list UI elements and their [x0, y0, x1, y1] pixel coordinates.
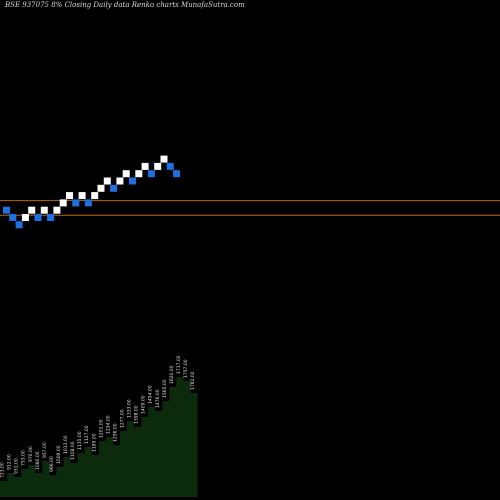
renko-brick-25: [160, 155, 168, 163]
renko-brick-6: [40, 206, 48, 214]
volume-label-20: 1409.00: [141, 395, 147, 414]
volume-label-4: 970.00: [28, 446, 34, 462]
volume-label-21: 1454.00: [148, 385, 154, 404]
renko-brick-17: [110, 184, 118, 192]
renko-brick-10: [66, 192, 73, 200]
volume-label-1: 912.00: [7, 454, 13, 470]
volume-label-24: 1620.00: [169, 365, 175, 384]
renko-brick-5: [34, 214, 42, 221]
volume-layer: [0, 377, 198, 497]
renko-brick-12: [78, 192, 86, 200]
renko-brick-4: [28, 206, 36, 214]
renko-brick-3: [21, 214, 29, 221]
volume-label-14: 1201.00: [98, 419, 104, 438]
volume-label-18: 1333.00: [127, 399, 133, 418]
bricks-layer: [3, 155, 181, 229]
renko-brick-0: [3, 206, 10, 214]
volume-label-26: 1757.00: [183, 359, 189, 378]
volume-label-25: 1717.00: [176, 355, 182, 374]
renko-brick-13: [84, 199, 92, 207]
reference-lines: [0, 200, 500, 216]
chart-title: BSE 937075 8% Closing Daily data Renko c…: [5, 1, 495, 9]
renko-brick-16: [103, 177, 111, 185]
volume-label-8: 1009.00: [56, 445, 62, 464]
renko-brick-21: [135, 170, 143, 178]
renko-brick-26: [166, 162, 174, 170]
volume-label-5: 1080.00: [35, 451, 41, 470]
renko-brick-23: [147, 170, 155, 178]
renko-brick-22: [141, 162, 149, 170]
volume-label-10: 1108.00: [70, 441, 76, 460]
renko-brick-8: [53, 206, 61, 214]
volume-label-0: 723.00: [0, 462, 6, 478]
volume-label-22: 1476.00: [155, 389, 161, 408]
volume-area: [0, 377, 198, 497]
volume-label-11: 1135.00: [77, 431, 83, 450]
renko-brick-11: [72, 199, 80, 207]
volume-label-3: 753.00: [21, 450, 27, 466]
renko-brick-20: [129, 177, 136, 185]
volume-label-2: 931.00: [14, 458, 20, 474]
volume-label-12: 1127.00: [84, 425, 90, 444]
volume-label-16: 1256.00: [112, 423, 118, 442]
volume-label-17: 1277.00: [120, 409, 126, 428]
renko-brick-27: [173, 170, 181, 178]
title-tag: Closing Daily data: [64, 1, 130, 9]
volume-label-27: 1782.00: [190, 371, 196, 390]
volume-label-19: 1398.00: [134, 405, 140, 424]
title-code: BSE 937075 8%: [5, 1, 63, 9]
renko-brick-2: [15, 221, 23, 229]
renko-brick-9: [59, 199, 67, 207]
volume-label-23: 1565.00: [162, 379, 168, 398]
title-kind: Renko: [131, 1, 155, 9]
volume-label-7: 966.00: [49, 456, 55, 472]
volume-label-9: 1013.00: [63, 435, 69, 454]
renko-brick-24: [154, 162, 162, 170]
volume-label-13: 1199.00: [91, 433, 97, 452]
renko-brick-14: [91, 192, 99, 200]
title-site: charts MunafaSutra.com: [156, 1, 245, 9]
renko-brick-15: [97, 184, 105, 192]
renko-brick-18: [116, 177, 124, 185]
renko-brick-1: [9, 214, 17, 221]
volume-label-15: 1234.00: [105, 415, 111, 434]
renko-brick-19: [122, 170, 130, 178]
volume-label-6: 957.00: [42, 442, 48, 458]
renko-brick-7: [47, 214, 55, 221]
